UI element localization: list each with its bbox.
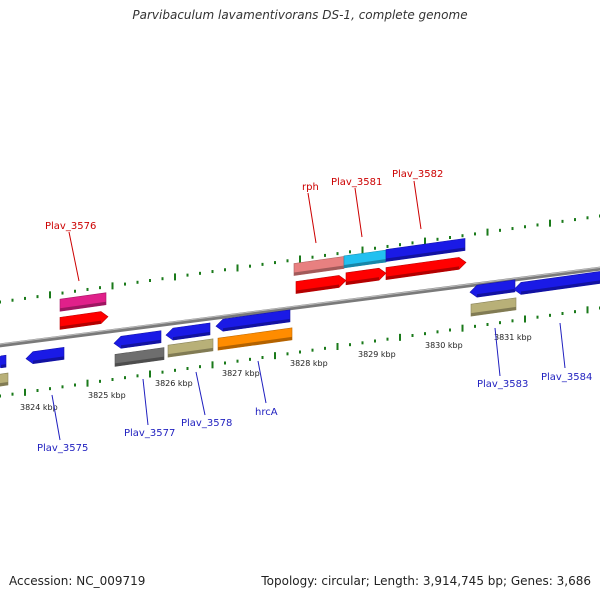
gene-callout-hrca: hrcA (255, 360, 278, 418)
gene-callout-plav-3581: Plav_3581 (331, 177, 382, 238)
feature-shade (471, 306, 516, 317)
feature-plav-3582-cds (385, 257, 467, 280)
gene-callouts: Plav_3576 rph Plav_3581 Plav_3582 Plav_3575 P… (37, 169, 592, 454)
feature-shade (346, 277, 379, 285)
feature-rph-cds (295, 275, 347, 294)
feature-plav-3575-gene (25, 346, 65, 364)
feature-hrca-gene (215, 309, 291, 332)
genome-summary-text: Topology: circular; Length: 3,914,745 bp… (261, 574, 591, 588)
feature-shade (60, 320, 101, 330)
feature-plav-3581-gene (343, 249, 387, 269)
feature-shade (521, 280, 600, 295)
scale-labels: 3824 kbp 3825 kbp 3826 kbp 3827 kbp 3828 kbp… (20, 333, 532, 412)
feature-shade (121, 339, 161, 349)
callout-line (559, 322, 566, 369)
scale-label-3830: 3830 kbp (425, 341, 463, 350)
accession-text: Accession: NC_009719 (9, 574, 146, 588)
feature-shade (344, 259, 386, 268)
feature-shade (223, 318, 290, 332)
scale-label-3828: 3828 kbp (290, 359, 328, 368)
gene-label: Plav_3576 (45, 221, 96, 232)
backbone-line (0, 266, 600, 348)
feature-shade (115, 356, 164, 367)
feature-shade (33, 356, 64, 364)
feature-plav-3577-cds (114, 347, 165, 367)
gene-callout-rph: rph (302, 182, 319, 244)
gene-callout-plav-3584: Plav_3584 (541, 322, 592, 383)
feature-shade (386, 266, 459, 280)
gene-callout-plav-3575: Plav_3575 (37, 394, 88, 454)
feature-plav-3575-cds (0, 372, 9, 387)
callout-line (68, 231, 80, 282)
reverse-tick-track (0, 306, 600, 398)
feature-track (0, 238, 600, 387)
feature-shade (296, 284, 339, 294)
gene-label: Plav_3581 (331, 177, 382, 188)
feature-hrca-cds (217, 327, 293, 351)
feature-rph-gene (293, 256, 345, 276)
backbone-highlight (0, 266, 600, 345)
gene-label: Plav_3577 (124, 428, 175, 439)
gene-label: Plav_3584 (541, 372, 592, 383)
feature-plav-3581-cds (345, 267, 387, 286)
feature-plav-3578-cds (167, 338, 214, 358)
gene-label: Plav_3582 (392, 169, 443, 180)
callout-line (494, 327, 501, 377)
forward-tick-track (0, 214, 600, 304)
scale-label-3829: 3829 kbp (358, 350, 396, 359)
feature-plav-3577-gene (113, 330, 162, 349)
callout-line (195, 371, 206, 416)
gene-label: Plav_3575 (37, 443, 88, 454)
scale-label-3827: 3827 kbp (222, 369, 260, 378)
callout-line (413, 180, 422, 230)
feature-shade (60, 301, 106, 312)
feature-shade (218, 336, 292, 351)
feature-shade (477, 288, 515, 298)
gene-callout-plav-3577: Plav_3577 (124, 378, 175, 439)
feature-shape (215, 309, 291, 332)
callout-line (307, 192, 317, 244)
gene-label: Plav_3583 (477, 379, 528, 390)
callout-line (51, 394, 61, 441)
feature-shape (513, 271, 600, 295)
feature-shade (173, 331, 210, 341)
scale-label-3824: 3824 kbp (20, 403, 58, 412)
gene-callout-plav-3583: Plav_3583 (477, 327, 528, 390)
feature-plav-3583-cds (470, 297, 517, 317)
feature-plav-3575b-gene (0, 354, 7, 369)
feature-shade (294, 265, 344, 276)
feature-plav-3578-gene (165, 322, 211, 341)
genome-backbone (0, 266, 600, 348)
feature-plav-3576-cds (59, 311, 109, 330)
scale-label-3825: 3825 kbp (88, 391, 126, 400)
gene-label: rph (302, 182, 319, 193)
feature-plav-3583-gene (469, 279, 516, 298)
gene-label: hrcA (255, 407, 278, 418)
feature-shade (1, 364, 6, 368)
gene-label: Plav_3578 (181, 418, 232, 429)
feature-plav-3584-gene (513, 271, 600, 295)
scale-label-3831: 3831 kbp (494, 333, 532, 342)
gene-callout-plav-3576: Plav_3576 (45, 221, 96, 282)
feature-shade (386, 247, 465, 262)
gene-callout-plav-3582: Plav_3582 (392, 169, 443, 230)
callout-line (257, 360, 267, 404)
feature-shade (168, 347, 213, 358)
gene-callout-plav-3578: Plav_3578 (181, 371, 232, 429)
callout-line (354, 187, 363, 238)
feature-plav-3576-gene (59, 292, 107, 312)
feature-plav-3582-gene (385, 238, 466, 262)
callout-line (142, 378, 149, 426)
map-title: Parvibaculum lavamentivorans DS-1, compl… (132, 8, 468, 22)
feature-shade (0, 382, 8, 387)
scale-label-3826: 3826 kbp (155, 379, 193, 388)
